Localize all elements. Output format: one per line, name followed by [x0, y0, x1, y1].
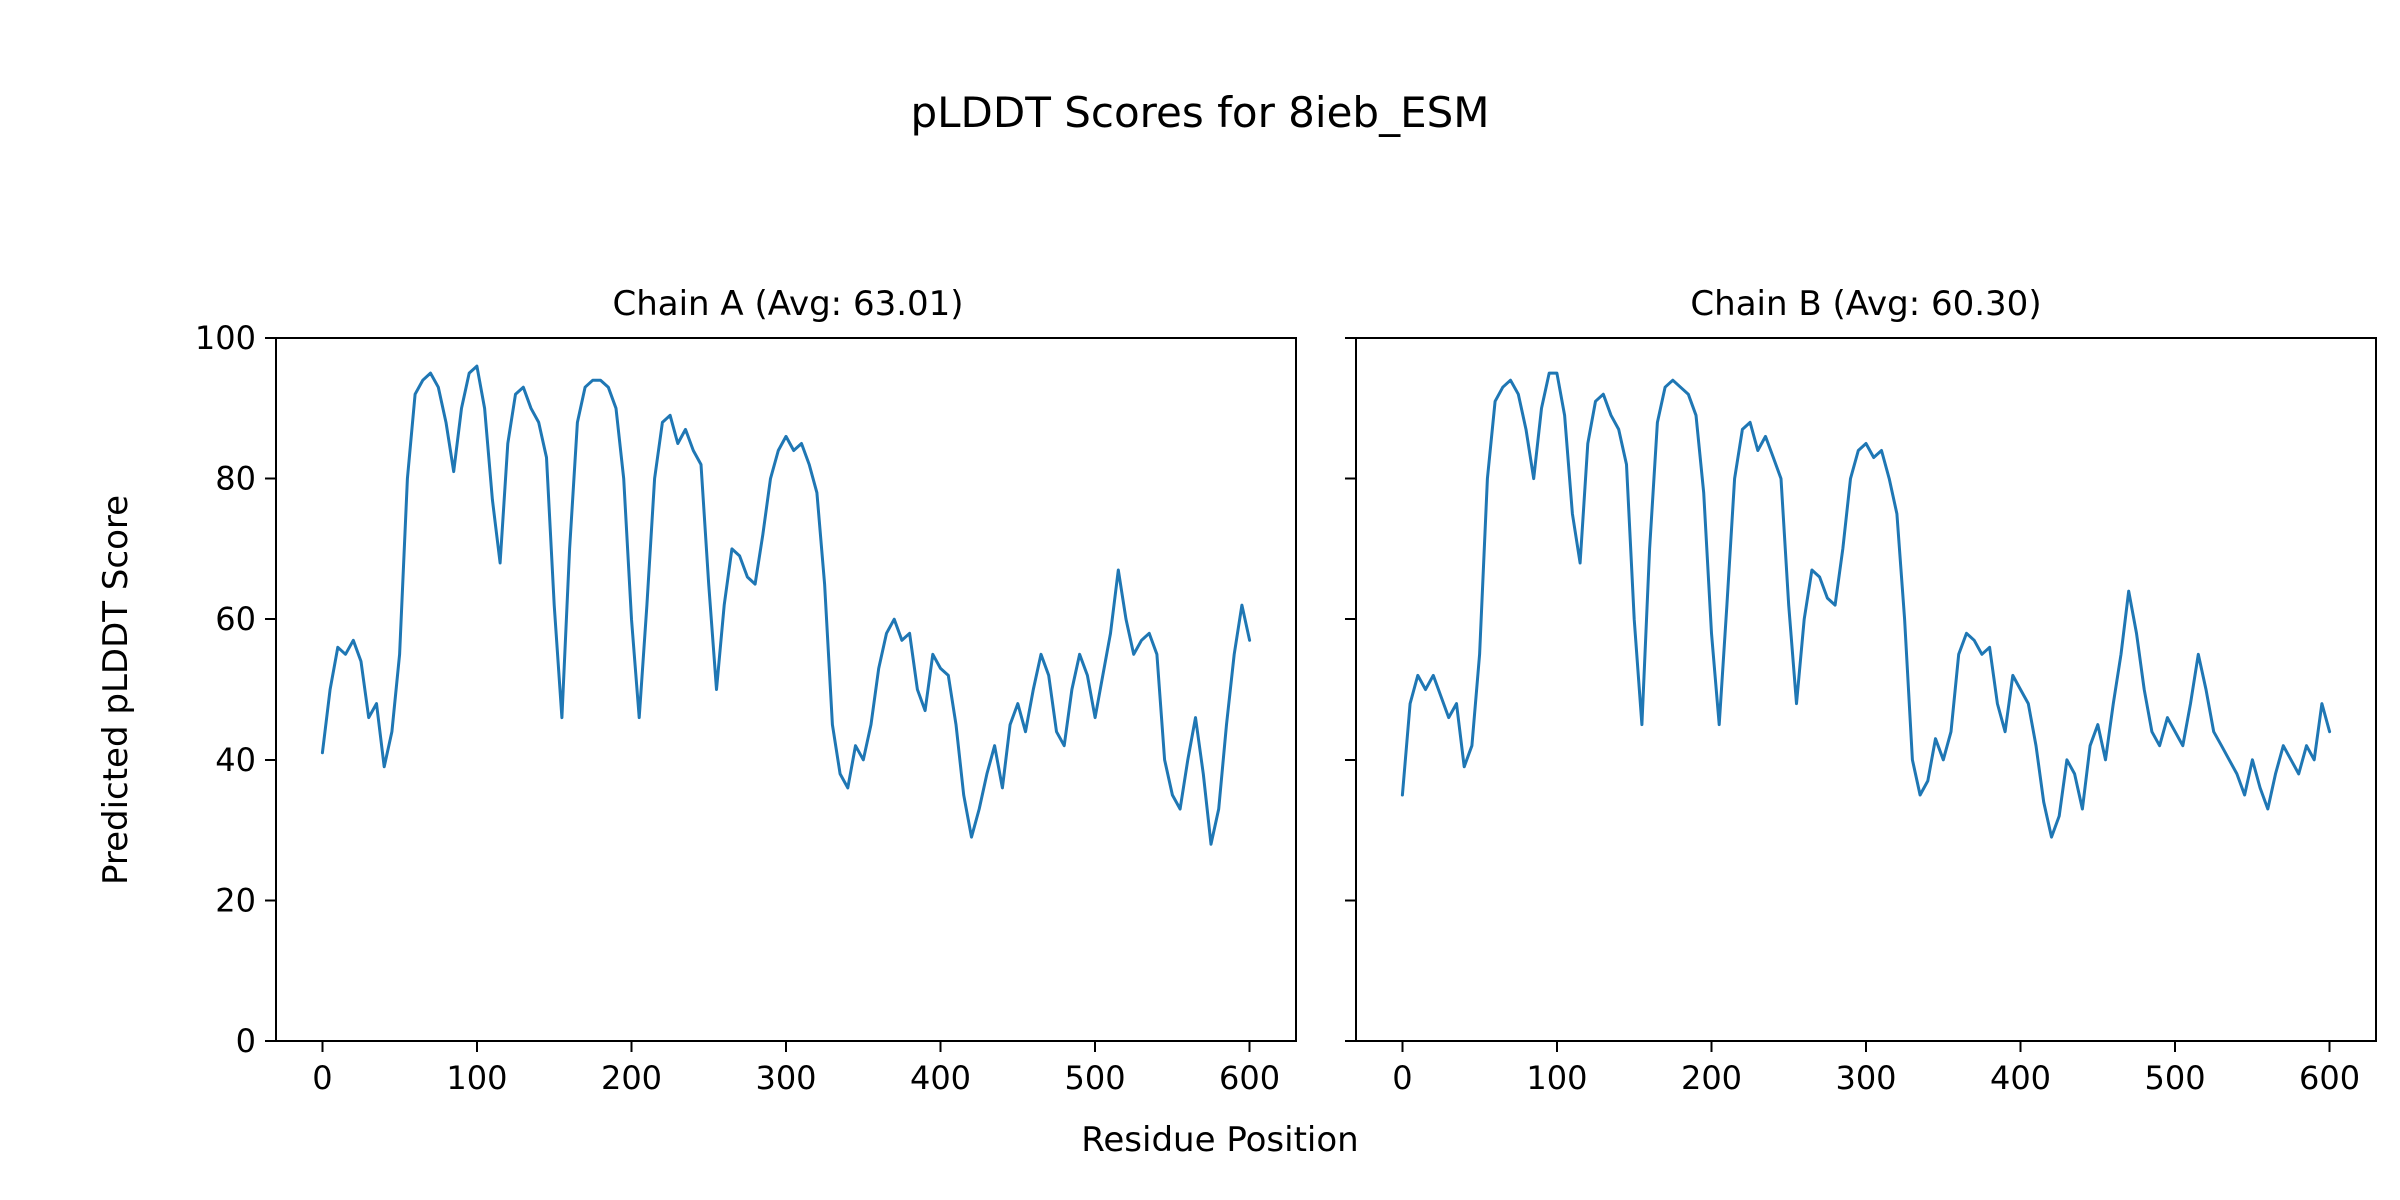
x-tick-label: 500	[1065, 1059, 1126, 1097]
x-tick-label: 400	[1990, 1059, 2051, 1097]
axes-spines	[275, 337, 1297, 1042]
figure-title: pLDDT Scores for 8ieb_ESM	[910, 88, 1490, 137]
y-axis-label: Predicted pLDDT Score	[96, 494, 136, 886]
subplot-a-title: Chain A (Avg: 63.01)	[612, 284, 964, 324]
x-tick-label: 600	[2299, 1059, 2360, 1097]
axes-spines	[1355, 337, 2377, 1042]
x-tick-label: 0	[312, 1059, 332, 1097]
x-tick-label: 300	[1835, 1059, 1896, 1097]
x-tick-label: 500	[2145, 1059, 2206, 1097]
y-tick-label: 40	[215, 741, 256, 779]
x-tick-label: 200	[1681, 1059, 1742, 1097]
y-tick-label: 0	[236, 1022, 256, 1060]
subplot-b-title: Chain B (Avg: 60.30)	[1690, 284, 2042, 324]
x-tick-label: 200	[601, 1059, 662, 1097]
y-tick-label: 80	[215, 460, 256, 498]
subplot-b-axes: 0 100 200 300 400 500 600	[1345, 337, 2377, 1097]
y-tick-label: 60	[215, 600, 256, 638]
subplot-a-axes: 0 100 200 300 400 500 600 0 20 40 60 80 100	[195, 319, 1297, 1097]
plddt-line	[1400, 371, 2332, 839]
x-tick-label: 300	[755, 1059, 816, 1097]
x-tick-label: 400	[910, 1059, 971, 1097]
x-tick-label: 600	[1219, 1059, 1280, 1097]
x-tick-label: 100	[1526, 1059, 1587, 1097]
x-axis-label: Residue Position	[1081, 1120, 1359, 1160]
x-tick-label: 0	[1392, 1059, 1412, 1097]
y-tick-label: 100	[195, 319, 256, 357]
x-tick-label: 100	[446, 1059, 507, 1097]
plddt-line	[320, 364, 1252, 846]
y-tick-label: 20	[215, 881, 256, 919]
